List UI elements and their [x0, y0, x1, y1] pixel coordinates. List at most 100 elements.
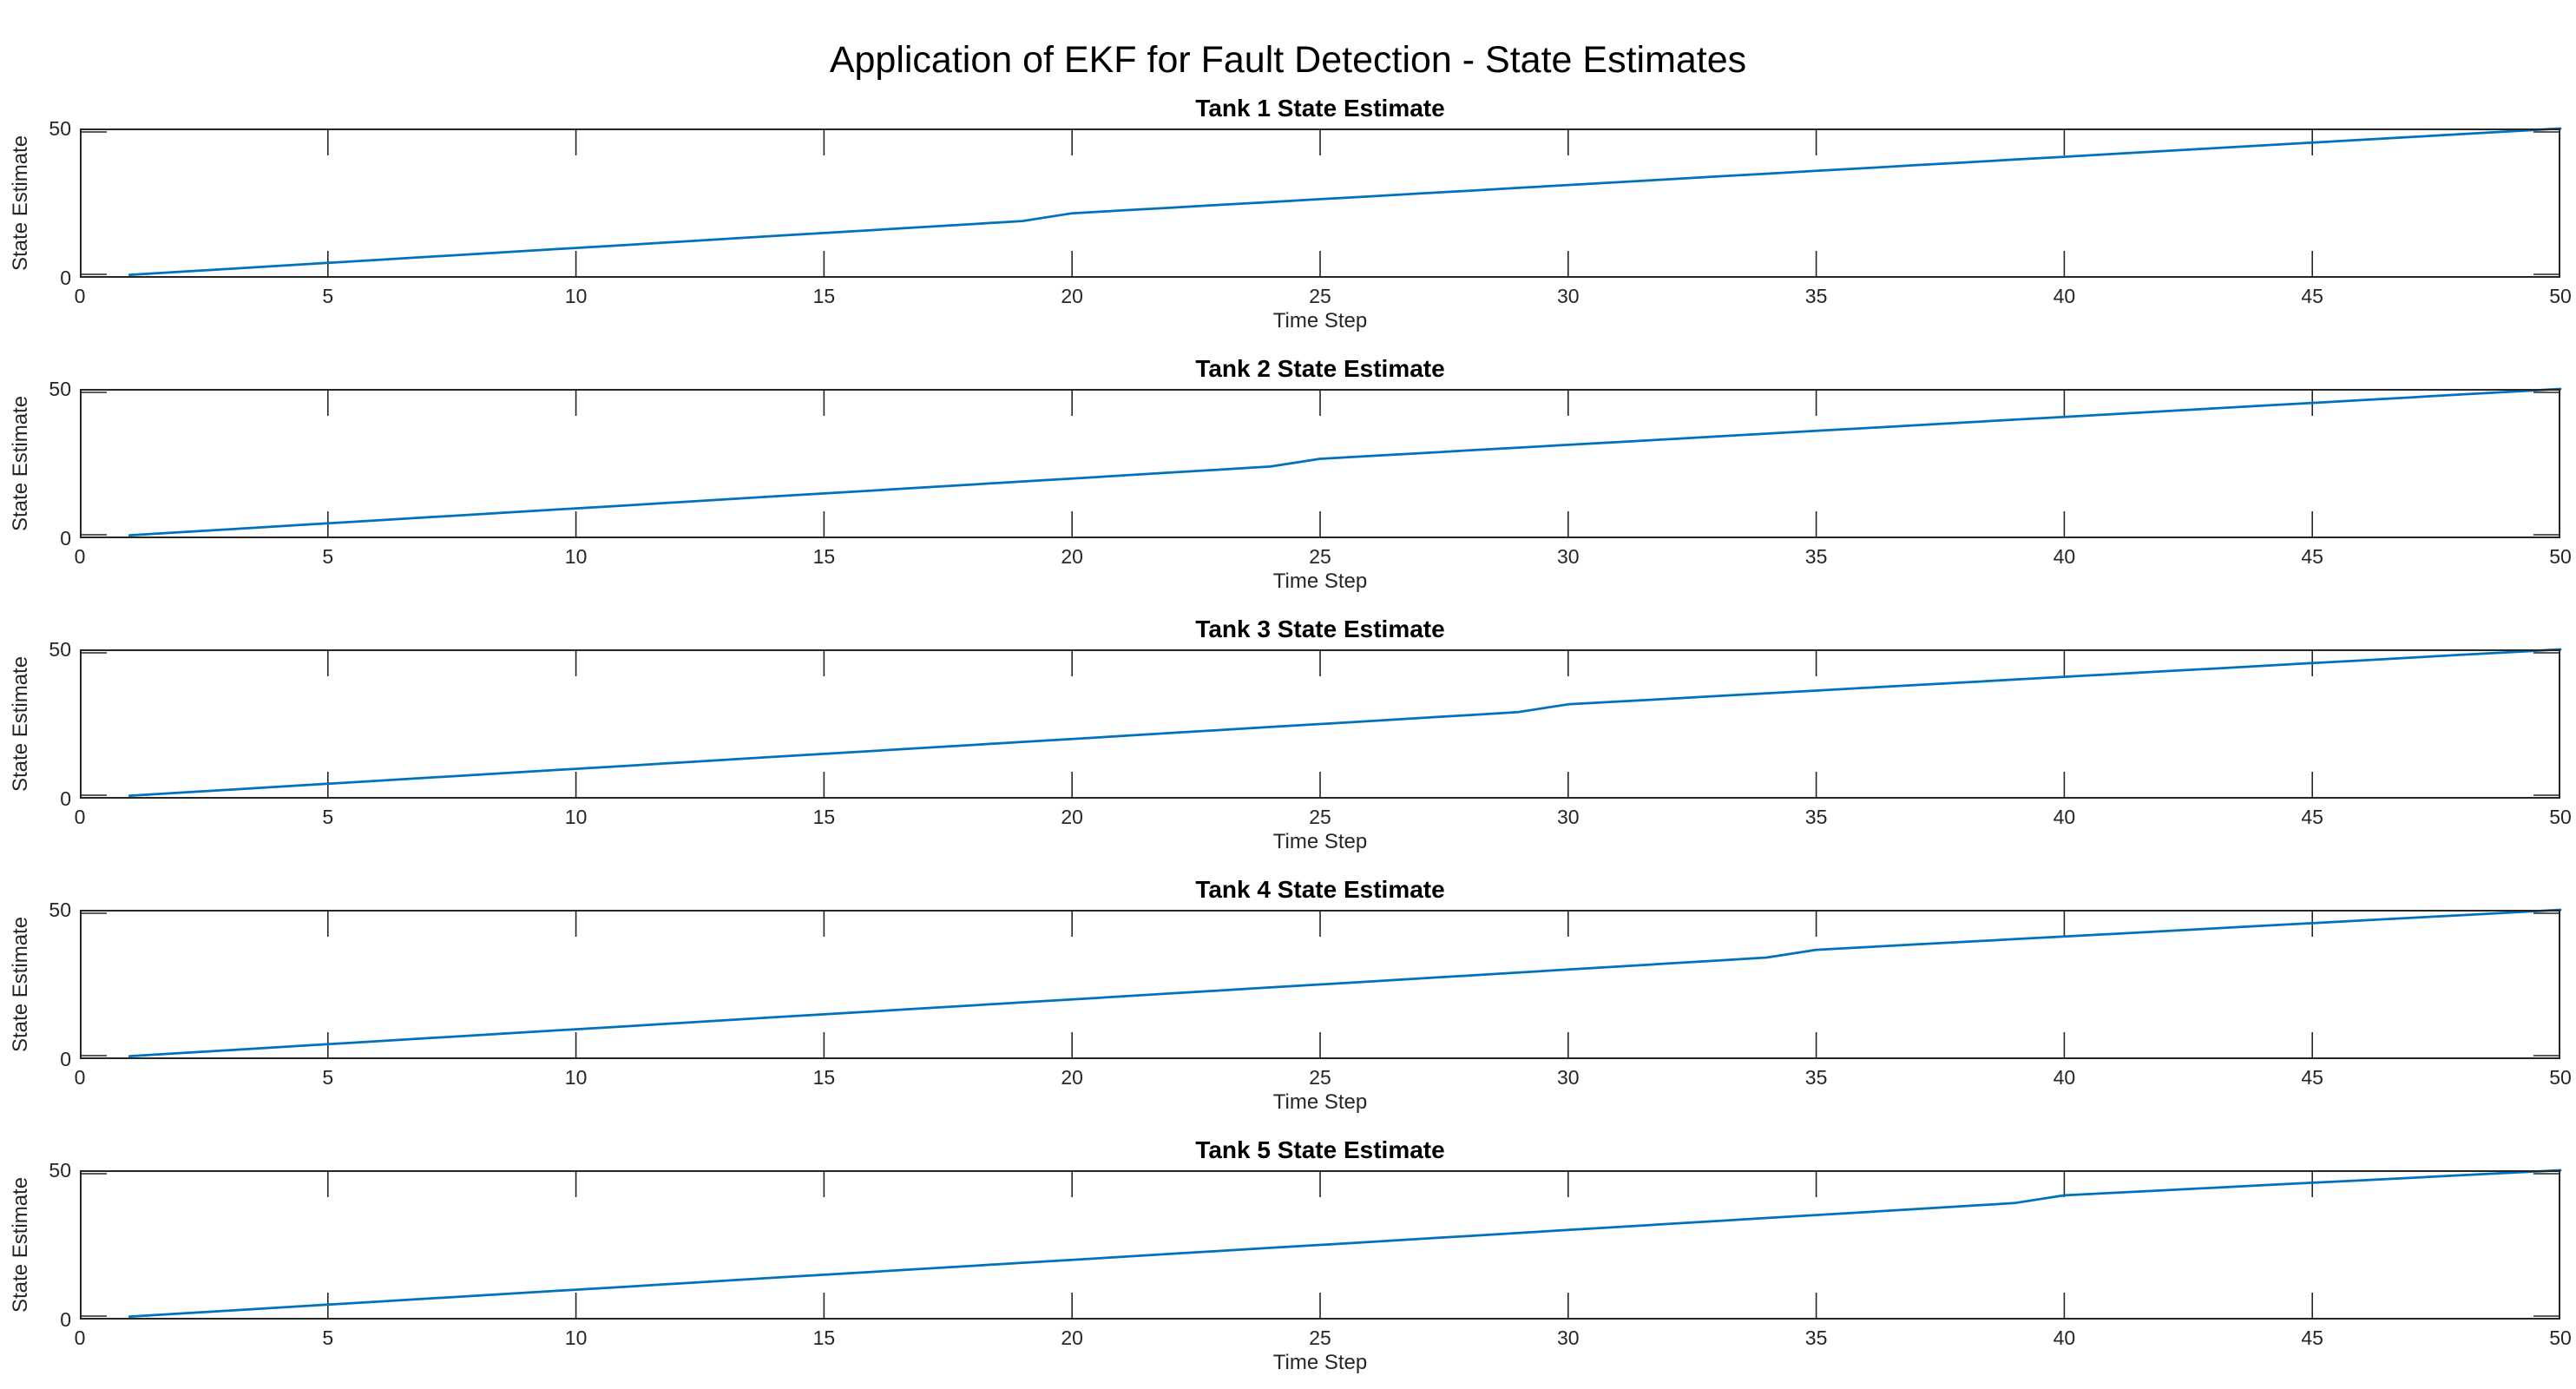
x-tick-labels: 0 5 10 15 20 25 30 35 40 45 50	[75, 1066, 2572, 1089]
line-chart	[80, 1168, 2562, 1320]
subplot-tank-3: Tank 3 State Estimate State Estimate 50 …	[0, 608, 2576, 868]
x-tick-label: 15	[812, 1326, 836, 1349]
y-axis-label: State Estimate	[9, 1176, 32, 1313]
x-tick-label: 25	[1309, 1066, 1331, 1089]
x-tick-label: 30	[1557, 806, 1580, 828]
y-tick-label-min: 0	[60, 1308, 71, 1331]
plot-area	[80, 1168, 2562, 1320]
x-tick-label: 35	[1804, 285, 1828, 307]
x-tick-label: 0	[74, 806, 86, 828]
x-tick-label: 45	[2301, 1326, 2323, 1349]
x-tick-label: 30	[1557, 1066, 1580, 1089]
x-tick-label: 0	[74, 285, 86, 307]
y-axis-label: State Estimate	[9, 655, 32, 793]
x-tick-label: 40	[2053, 1326, 2076, 1349]
x-tick-label: 50	[2549, 545, 2572, 568]
x-tick-label: 0	[74, 545, 86, 568]
x-tick-label: 10	[564, 545, 588, 568]
x-tick-label: 50	[2549, 285, 2572, 307]
x-tick-label: 20	[1061, 806, 1083, 828]
y-axis-label: State Estimate	[9, 916, 32, 1053]
x-tick-label: 25	[1309, 806, 1331, 828]
x-tick-label: 40	[2053, 545, 2076, 568]
x-tick-label: 15	[812, 806, 836, 828]
x-tick-label: 15	[812, 1066, 836, 1089]
x-tick-label: 5	[322, 285, 334, 307]
subplot-tank-5: Tank 5 State Estimate State Estimate 50 …	[0, 1129, 2576, 1389]
x-tick-label: 40	[2053, 285, 2076, 307]
subplot-title: Tank 2 State Estimate	[1195, 355, 1445, 382]
y-tick-label-max: 50	[49, 1159, 71, 1182]
x-tick-label: 10	[564, 285, 588, 307]
subplot-tank-2: Tank 2 State Estimate State Estimate 50 …	[0, 347, 2576, 608]
x-tick-label: 40	[2053, 806, 2076, 828]
subplot-title: Tank 1 State Estimate	[1195, 95, 1445, 122]
x-tick-label: 20	[1061, 285, 1083, 307]
x-tick-label: 50	[2549, 806, 2572, 828]
plot-area	[80, 127, 2562, 278]
x-axis-label: Time Step	[1272, 569, 1368, 593]
y-tick-label-min: 0	[60, 787, 71, 810]
x-tick-label: 25	[1309, 285, 1331, 307]
x-tick-label: 25	[1309, 545, 1331, 568]
x-axis-label: Time Step	[1272, 309, 1368, 332]
x-tick-label: 10	[564, 1326, 588, 1349]
y-axis-label: State Estimate	[9, 395, 32, 532]
x-tick-label: 0	[74, 1326, 86, 1349]
x-tick-label: 45	[2301, 545, 2323, 568]
figure-title: Application of EKF for Fault Detection -…	[829, 38, 1747, 81]
plot-area	[80, 908, 2562, 1059]
y-tick-label-min: 0	[60, 1048, 71, 1070]
x-tick-labels: 0 5 10 15 20 25 30 35 40 45 50	[75, 545, 2572, 568]
x-tick-label: 45	[2301, 1066, 2323, 1089]
x-tick-label: 30	[1557, 545, 1580, 568]
x-tick-label: 20	[1061, 1066, 1083, 1089]
x-tick-label: 45	[2301, 806, 2323, 828]
x-tick-label: 35	[1804, 545, 1828, 568]
x-tick-label: 50	[2549, 1326, 2572, 1349]
x-tick-label: 35	[1804, 1326, 1828, 1349]
x-axis-label: Time Step	[1272, 1351, 1368, 1374]
x-tick-label: 5	[322, 1326, 334, 1349]
subplot-title: Tank 3 State Estimate	[1195, 616, 1445, 642]
x-tick-label: 20	[1061, 545, 1083, 568]
x-tick-label: 5	[322, 545, 334, 568]
line-chart	[80, 908, 2562, 1059]
x-axis-label: Time Step	[1272, 1090, 1368, 1114]
x-tick-label: 45	[2301, 285, 2323, 307]
x-tick-label: 5	[322, 806, 334, 828]
plot-area	[80, 648, 2562, 799]
x-tick-label: 5	[322, 1066, 334, 1089]
line-chart	[80, 127, 2562, 278]
y-tick-label-max: 50	[49, 117, 71, 140]
line-chart	[80, 387, 2562, 538]
y-tick-label-min: 0	[60, 527, 71, 550]
subplot-tank-4: Tank 4 State Estimate State Estimate 50 …	[0, 868, 2576, 1129]
x-tick-label: 15	[812, 285, 836, 307]
x-tick-label: 10	[564, 1066, 588, 1089]
x-tick-labels: 0 5 10 15 20 25 30 35 40 45 50	[75, 285, 2572, 307]
subplot-title: Tank 4 State Estimate	[1195, 876, 1445, 903]
line-chart	[80, 648, 2562, 799]
x-tick-label: 35	[1804, 806, 1828, 828]
x-tick-label: 20	[1061, 1326, 1083, 1349]
y-tick-label-min: 0	[60, 267, 71, 289]
x-tick-label: 30	[1557, 285, 1580, 307]
x-tick-label: 40	[2053, 1066, 2076, 1089]
x-tick-label: 35	[1804, 1066, 1828, 1089]
y-tick-label-max: 50	[49, 899, 71, 921]
x-tick-labels: 0 5 10 15 20 25 30 35 40 45 50	[75, 1326, 2572, 1349]
x-tick-labels: 0 5 10 15 20 25 30 35 40 45 50	[75, 806, 2572, 828]
x-tick-label: 0	[74, 1066, 86, 1089]
x-tick-label: 30	[1557, 1326, 1580, 1349]
x-tick-label: 10	[564, 806, 588, 828]
y-tick-label-max: 50	[49, 378, 71, 400]
plot-area	[80, 387, 2562, 538]
subplot-title: Tank 5 State Estimate	[1195, 1136, 1445, 1163]
x-axis-label: Time Step	[1272, 830, 1368, 853]
y-axis-label: State Estimate	[9, 135, 32, 272]
x-tick-label: 15	[812, 545, 836, 568]
x-tick-label: 50	[2549, 1066, 2572, 1089]
y-tick-label-max: 50	[49, 638, 71, 661]
x-tick-label: 25	[1309, 1326, 1331, 1349]
